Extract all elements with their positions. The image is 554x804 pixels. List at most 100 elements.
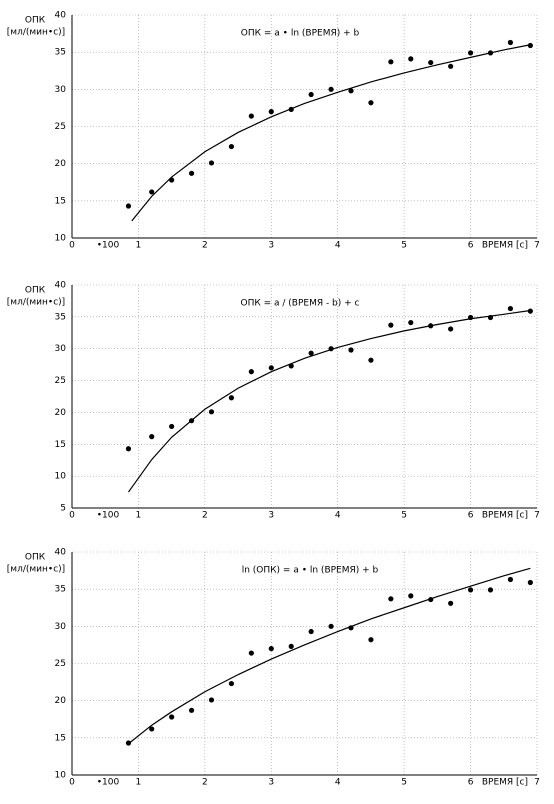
x-multiplier: •100 (97, 778, 120, 788)
y-tick-label: 10 (55, 771, 67, 781)
data-point (228, 395, 235, 401)
data-point (125, 740, 132, 746)
x-axis-title: ВРЕМЯ [с] (482, 778, 528, 788)
data-point (527, 579, 533, 586)
x-tick-label: 3 (268, 778, 274, 788)
x-tick-label: 0 (69, 241, 75, 251)
x-tick-label: 0 (69, 511, 75, 521)
x-tick-label: 5 (401, 511, 407, 521)
x-tick-label: 0 (69, 778, 75, 788)
data-point (288, 106, 294, 113)
y-tick-label: 5 (60, 504, 66, 514)
data-point (208, 697, 215, 703)
data-point (308, 628, 314, 635)
data-point (288, 643, 294, 650)
x-axis-title: ВРЕМЯ [с] (482, 511, 528, 521)
x-tick-label: 4 (335, 778, 341, 788)
y-tick-label: 30 (55, 85, 67, 95)
x-tick-label: 1 (136, 511, 142, 521)
data-point (368, 637, 374, 643)
y-axis-title: ОПК (25, 553, 46, 563)
data-point (268, 646, 274, 652)
x-tick-label: 2 (202, 241, 208, 251)
x-tick-label: 7 (534, 241, 540, 251)
data-point (467, 314, 474, 321)
data-point (169, 423, 175, 430)
data-point (507, 576, 514, 583)
x-tick-label: 2 (202, 778, 208, 788)
x-tick-label: 6 (468, 511, 474, 521)
y-axis-title: [мл/(мин•с)] (7, 298, 65, 308)
data-point (169, 714, 175, 720)
data-point (428, 59, 434, 66)
data-point (368, 357, 374, 363)
fit-line (131, 44, 531, 222)
data-point (467, 587, 474, 593)
x-tick-label: 3 (268, 511, 274, 521)
data-point (408, 319, 414, 326)
y-tick-label: 40 (55, 281, 67, 291)
data-point (428, 596, 434, 603)
data-point (125, 446, 132, 452)
data-point (268, 365, 274, 371)
x-tick-label: 4 (335, 511, 341, 521)
data-point (248, 113, 254, 119)
data-point (487, 50, 494, 56)
x-tick-label: 7 (534, 778, 540, 788)
data-point (308, 350, 314, 356)
x-multiplier: •100 (97, 241, 120, 251)
y-tick-label: 25 (55, 659, 66, 669)
data-point (388, 596, 394, 602)
y-tick-label: 15 (55, 196, 66, 206)
data-point (487, 314, 494, 321)
y-tick-label: 25 (55, 122, 66, 132)
data-point (448, 326, 454, 332)
data-point (348, 347, 354, 353)
data-point (527, 308, 533, 314)
y-tick-label: 35 (55, 585, 66, 595)
y-axis-title: ОПК (25, 16, 46, 26)
y-tick-label: 20 (55, 408, 67, 418)
data-point (208, 409, 215, 415)
data-point (188, 418, 195, 424)
data-point (228, 143, 235, 150)
data-point (149, 434, 155, 440)
y-tick-label: 35 (55, 312, 66, 322)
x-tick-label: 3 (268, 241, 274, 251)
y-tick-label: 35 (55, 48, 66, 58)
y-tick-label: 40 (55, 548, 67, 558)
x-tick-label: 5 (401, 778, 407, 788)
x-tick-label: 1 (136, 241, 142, 251)
data-point (428, 323, 434, 329)
x-tick-label: 5 (401, 241, 407, 251)
data-point (368, 100, 374, 106)
data-point (507, 305, 514, 312)
data-point (268, 109, 274, 115)
data-point (288, 363, 294, 369)
y-tick-label: 15 (55, 733, 66, 743)
data-point (328, 86, 334, 92)
data-point (507, 39, 514, 46)
x-tick-label: 6 (468, 241, 474, 251)
x-axis-title: ВРЕМЯ [с] (482, 241, 528, 251)
equation: ОПК = a / (ВРЕМЯ - b) + c (241, 299, 360, 309)
x-tick-label: 2 (202, 511, 208, 521)
data-point (248, 369, 254, 375)
data-point (208, 160, 215, 166)
fit-line (127, 309, 531, 493)
equation: ln (ОПК) = a • ln (ВРЕМЯ) + b (242, 566, 379, 576)
data-point (527, 42, 533, 49)
data-point (348, 625, 354, 631)
y-tick-label: 30 (55, 622, 67, 632)
data-point (348, 88, 354, 94)
data-point (308, 91, 314, 98)
data-point (487, 587, 494, 593)
y-tick-label: 10 (55, 234, 67, 244)
data-point (448, 600, 454, 606)
x-tick-label: 4 (335, 241, 341, 251)
y-axis-title: [мл/(мин•с)] (7, 28, 65, 38)
data-point (125, 203, 132, 209)
data-point (408, 593, 414, 599)
y-tick-label: 30 (55, 344, 67, 354)
